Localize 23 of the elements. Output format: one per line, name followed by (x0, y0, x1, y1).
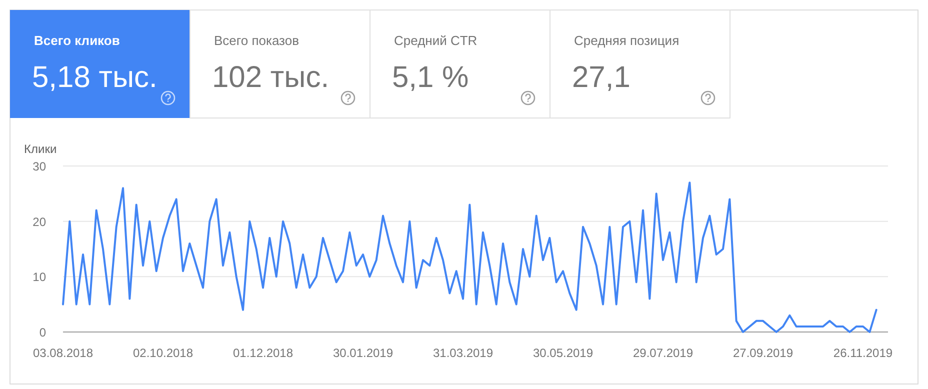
y-tick-label: 30 (32, 160, 46, 174)
text: Всего кликов (34, 33, 120, 48)
x-tick-label: 02.10.2018 (132, 346, 194, 360)
y-axis-title: Клики (24, 142, 57, 156)
text: Всего показов (214, 33, 300, 48)
text: 5,1 % (392, 61, 469, 94)
x-tick-label: 03.08.2018 (32, 346, 94, 360)
y-tick-label: 10 (32, 270, 46, 284)
text: Средний CTR (394, 33, 478, 48)
line-series (62, 182, 878, 333)
x-tick-label: 31.03.2019 (432, 346, 494, 360)
x-tick-label: 30.01.2019 (332, 346, 394, 360)
text: 5,18 тыс. (32, 61, 158, 94)
y-tick-label: 0 (39, 326, 46, 340)
x-tick-label: 29.07.2019 (632, 346, 694, 360)
x-tick-label: 27.09.2019 (732, 346, 794, 360)
x-tick-label: 26.11.2019 (833, 346, 893, 360)
text: 27,1 (572, 61, 630, 94)
x-tick-label: 30.05.2019 (532, 346, 594, 360)
text: Средняя позиция (574, 33, 680, 48)
text: 102 тыс. (212, 61, 330, 94)
x-tick-label: 01.12.2018 (232, 346, 294, 360)
y-tick-label: 20 (32, 214, 46, 229)
